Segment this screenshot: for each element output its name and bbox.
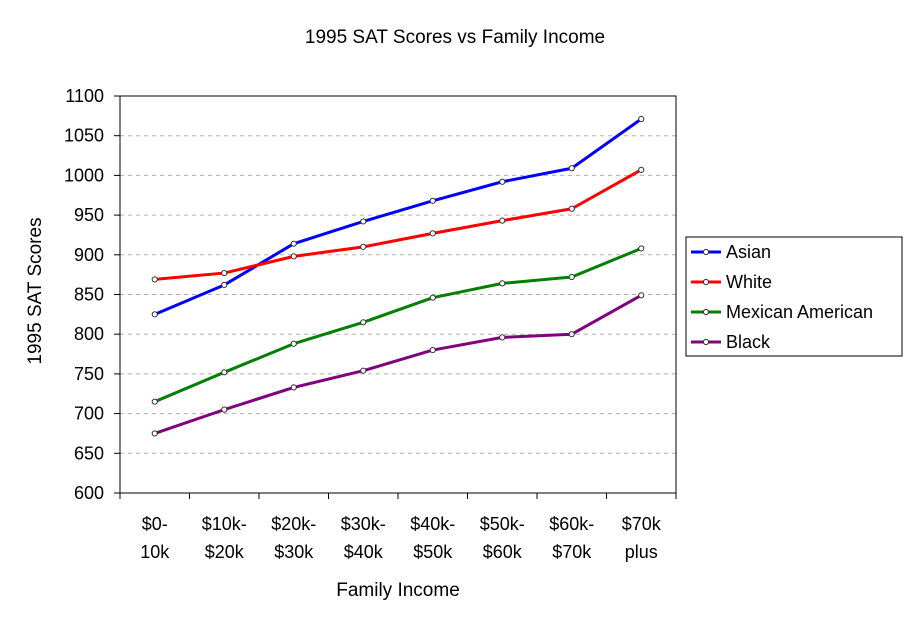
x-tick-label: $70k bbox=[622, 514, 662, 534]
y-tick-label: 1000 bbox=[64, 165, 104, 185]
y-tick-label: 900 bbox=[74, 245, 104, 265]
data-point bbox=[360, 243, 367, 250]
data-point bbox=[499, 178, 506, 185]
data-point bbox=[221, 269, 228, 277]
y-tick-label: 850 bbox=[74, 285, 104, 305]
x-tick-label: $50k- bbox=[480, 514, 525, 534]
y-tick-label: 800 bbox=[74, 324, 104, 344]
chart-title: 1995 SAT Scores vs Family Income bbox=[305, 27, 605, 48]
data-point bbox=[568, 331, 575, 338]
data-point bbox=[290, 253, 297, 260]
legend-box bbox=[685, 236, 903, 357]
data-point bbox=[568, 165, 575, 172]
series-mexican-american bbox=[151, 245, 645, 405]
x-axis: $0- 10k $10k- $20k $20k- $30k $30k- $40k $40k- $5… bbox=[119, 493, 677, 562]
y-tick-label: 600 bbox=[74, 483, 104, 503]
data-point bbox=[151, 276, 158, 283]
data-point bbox=[151, 398, 158, 405]
x-tick-label: $70k bbox=[552, 542, 592, 562]
legend: Asian White Mexican American Black bbox=[685, 236, 903, 357]
data-point bbox=[221, 281, 228, 289]
y-tick-label: 650 bbox=[74, 443, 104, 463]
series-black bbox=[151, 292, 645, 437]
legend-label: White bbox=[726, 272, 772, 292]
series-line bbox=[154, 168, 642, 281]
data-point bbox=[360, 367, 367, 374]
data-point bbox=[360, 218, 367, 225]
data-point bbox=[568, 273, 575, 281]
data-point bbox=[360, 319, 367, 326]
legend-item: Mexican American bbox=[691, 302, 873, 322]
data-point bbox=[221, 369, 228, 376]
y-axis-title: 1995 SAT Scores bbox=[25, 217, 46, 364]
x-tick-label: $0- bbox=[142, 514, 168, 534]
legend-marker bbox=[702, 248, 710, 256]
series-asian bbox=[151, 115, 645, 318]
data-point bbox=[221, 406, 228, 413]
x-tick-label: $40k bbox=[344, 542, 384, 562]
data-point bbox=[290, 340, 297, 347]
data-point bbox=[290, 240, 297, 247]
legend-item: White bbox=[691, 272, 772, 292]
x-tick-label: $60k bbox=[483, 542, 523, 562]
legend-label: Asian bbox=[726, 242, 771, 262]
x-tick-label: $20k bbox=[205, 542, 245, 562]
data-point bbox=[638, 166, 645, 173]
data-point bbox=[429, 197, 436, 204]
y-tick-label: 1100 bbox=[65, 86, 104, 106]
legend-marker bbox=[702, 338, 710, 346]
x-tick-label: 10k bbox=[140, 542, 170, 562]
series-white bbox=[151, 166, 645, 283]
data-point bbox=[638, 115, 645, 123]
x-tick-label: $60k- bbox=[549, 514, 594, 534]
data-point bbox=[499, 334, 506, 341]
data-point bbox=[151, 430, 158, 437]
series-lines bbox=[151, 115, 645, 437]
series-line bbox=[154, 247, 642, 404]
data-point bbox=[151, 311, 158, 318]
x-tick-label: $40k- bbox=[410, 514, 455, 534]
data-point bbox=[568, 205, 575, 212]
data-point bbox=[499, 280, 506, 287]
y-tick-label: 700 bbox=[74, 404, 104, 424]
legend-marker bbox=[702, 278, 710, 286]
y-tick-label: 750 bbox=[74, 364, 104, 384]
data-point bbox=[638, 292, 645, 299]
data-point bbox=[290, 384, 297, 391]
data-point bbox=[429, 346, 436, 354]
series-line bbox=[154, 117, 643, 316]
legend-marker bbox=[702, 308, 710, 316]
data-point bbox=[429, 294, 436, 301]
x-tick-label: $10k- bbox=[202, 514, 247, 534]
data-point bbox=[499, 217, 506, 224]
y-tick-label: 950 bbox=[74, 205, 104, 225]
x-tick-label: $30k- bbox=[341, 514, 386, 534]
legend-label: Black bbox=[726, 332, 771, 352]
y-axis: 600 650 700 750 800 850 900 950 1000 1050 1100 bbox=[64, 86, 120, 503]
x-tick-label: $30k bbox=[274, 542, 314, 562]
legend-label: Mexican American bbox=[726, 302, 873, 322]
x-tick-label: $20k- bbox=[271, 514, 316, 534]
x-axis-title: Family Income bbox=[336, 580, 460, 601]
data-point bbox=[638, 245, 645, 252]
legend-item: Black bbox=[691, 332, 771, 352]
x-tick-label: $50k bbox=[413, 542, 453, 562]
series-line bbox=[154, 293, 642, 435]
legend-item: Asian bbox=[691, 242, 771, 262]
data-point bbox=[429, 230, 436, 237]
x-tick-label: plus bbox=[625, 542, 658, 562]
y-tick-label: 1050 bbox=[64, 126, 104, 146]
